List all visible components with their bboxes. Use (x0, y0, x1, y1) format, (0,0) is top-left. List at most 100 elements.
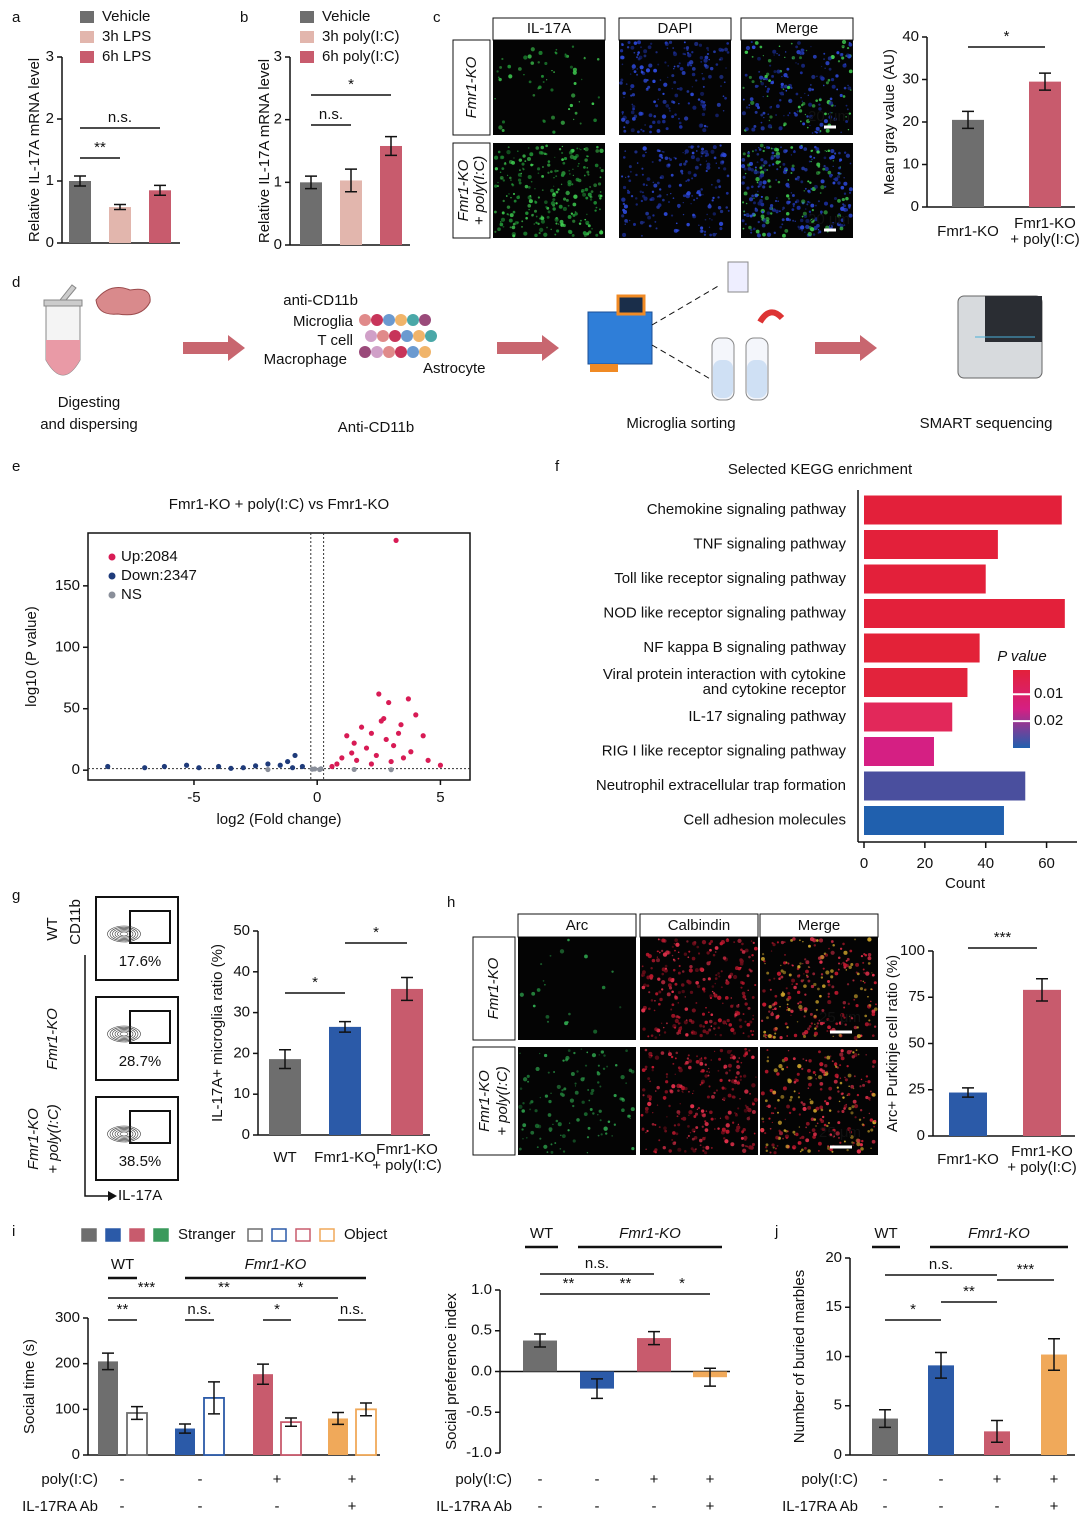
micrograph-speck (743, 167, 747, 171)
micrograph-speck (847, 1002, 850, 1005)
micrograph-speck (654, 1036, 658, 1039)
micrograph-speck (656, 129, 661, 133)
micrograph-speck (741, 181, 745, 185)
micrograph-speck (796, 990, 801, 994)
micrograph-speck (690, 92, 694, 97)
micrograph-speck (652, 120, 656, 125)
micrograph-speck (780, 975, 784, 979)
micrograph-speck (675, 1015, 679, 1019)
micrograph-speck (846, 1148, 849, 1152)
micrograph-speck (634, 197, 638, 200)
flow-arrow (183, 335, 245, 361)
micrograph-speck (594, 209, 597, 212)
error-bar (332, 1411, 344, 1426)
micrograph-speck (830, 950, 835, 955)
micrograph-speck (560, 120, 565, 125)
micrograph-speck (699, 1083, 702, 1086)
micrograph-speck (555, 222, 558, 225)
x-axis-label: log2 (Fold change) (216, 811, 341, 828)
micrograph-speck (805, 224, 810, 230)
micrograph-speck (702, 1146, 705, 1149)
group-label: WT (530, 1225, 553, 1242)
micrograph-speck (819, 1082, 824, 1086)
micrograph-speck (768, 119, 771, 122)
micrograph-speck (819, 210, 823, 214)
micrograph-speck (796, 51, 798, 53)
micrograph-speck (827, 56, 832, 61)
micrograph-speck (850, 1111, 854, 1115)
micrograph-speck (790, 1014, 792, 1016)
micrograph-speck (836, 1066, 839, 1069)
micrograph-speck (626, 221, 629, 224)
micrograph-speck (754, 110, 758, 114)
micrograph-speck (839, 53, 844, 57)
micrograph-speck (593, 118, 597, 123)
point (425, 757, 431, 763)
micrograph-speck (587, 224, 591, 228)
micrograph-speck (740, 986, 743, 989)
micrograph-speck (850, 1017, 854, 1020)
colorbar-title: P value (997, 648, 1046, 665)
micrograph-speck (807, 1068, 811, 1073)
micrograph-speck (830, 77, 835, 82)
micrograph-speck (543, 1053, 548, 1058)
micrograph-speck (501, 129, 505, 133)
micrograph-speck (797, 63, 799, 65)
micrograph-speck (572, 155, 577, 160)
micrograph-speck (631, 93, 636, 97)
micrograph-speck (809, 1098, 812, 1101)
micrograph-speck (726, 1018, 730, 1023)
micrograph-speck (845, 104, 848, 107)
micrograph-speck (707, 1011, 710, 1014)
micrograph-speck (802, 1106, 807, 1112)
legend-swatch (319, 1228, 335, 1242)
micrograph-speck (661, 938, 666, 943)
micrograph-speck (579, 122, 582, 125)
micrograph-speck (584, 147, 589, 152)
micrograph-speck (727, 1093, 732, 1098)
micrograph-speck (763, 1030, 767, 1034)
micrograph-speck (854, 1116, 857, 1119)
micrograph-speck (741, 158, 746, 162)
micrograph-speck (633, 222, 637, 226)
micrograph-speck (667, 65, 669, 67)
micrograph-speck (721, 1086, 725, 1090)
micrograph-speck (561, 158, 564, 161)
micrograph-speck (837, 968, 840, 971)
micrograph-speck (833, 1079, 838, 1084)
micrograph-speck (572, 70, 577, 75)
cell-label: Macrophage (264, 351, 347, 368)
micrograph-speck (571, 233, 575, 237)
micrograph-speck (751, 1055, 755, 1060)
micrograph-speck (518, 181, 522, 185)
micrograph-speck (642, 1088, 646, 1092)
scale-label: 20 μm (808, 108, 850, 125)
category-label: Cell adhesion molecules (683, 811, 846, 828)
micrograph-speck (769, 988, 772, 991)
column-header: Calbindin (668, 917, 731, 934)
micrograph-speck (871, 973, 875, 977)
micrograph-speck (804, 958, 807, 961)
point (376, 691, 382, 697)
point (183, 762, 190, 768)
micrograph-speck (724, 1115, 729, 1119)
micrograph-speck (682, 202, 684, 204)
micrograph-speck (757, 220, 760, 224)
micrograph-speck (799, 1150, 802, 1153)
micrograph-speck (817, 987, 820, 991)
micrograph-speck (517, 150, 519, 152)
micrograph-speck (831, 84, 836, 89)
micrograph-speck (626, 46, 630, 49)
gate (129, 910, 171, 944)
gate-percent: 17.6% (119, 953, 162, 970)
micrograph-speck (856, 1149, 862, 1154)
micrograph-speck (863, 971, 866, 974)
micrograph-speck (506, 205, 511, 209)
micrograph-speck (791, 964, 794, 967)
micrograph-speck (803, 231, 806, 234)
micrograph-speck (688, 1091, 690, 1093)
micrograph-speck (844, 208, 849, 212)
micrograph-speck (665, 103, 670, 108)
micrograph-speck (500, 217, 506, 222)
micrograph-speck (731, 1144, 734, 1147)
